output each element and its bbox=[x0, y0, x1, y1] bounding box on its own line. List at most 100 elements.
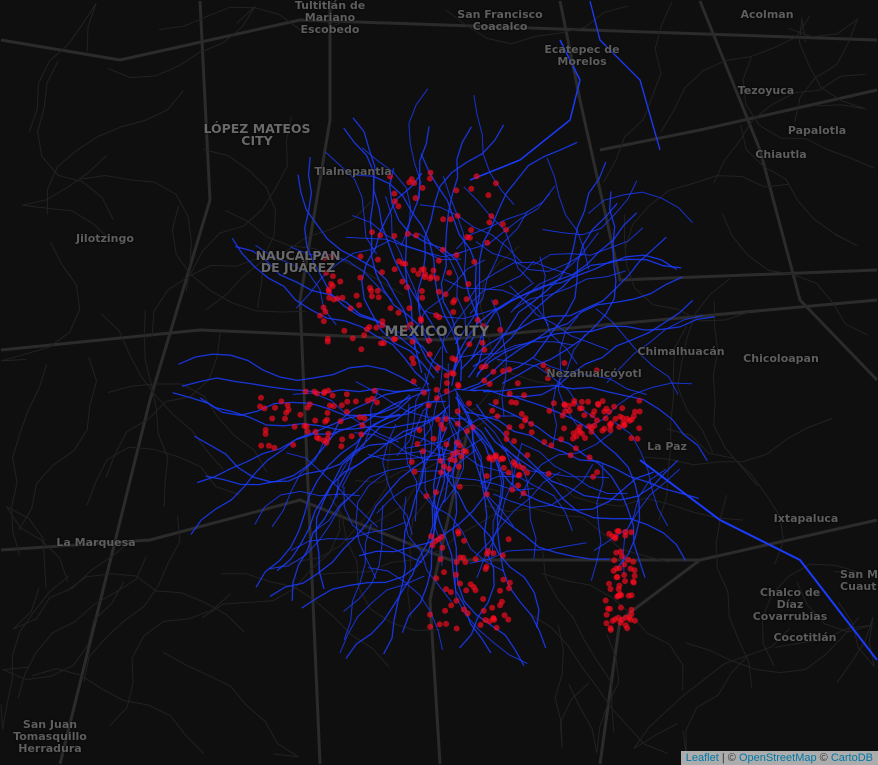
point-marker[interactable] bbox=[617, 604, 624, 611]
point-marker[interactable] bbox=[304, 404, 311, 411]
point-marker[interactable] bbox=[616, 565, 623, 572]
point-marker[interactable] bbox=[513, 399, 520, 406]
point-marker[interactable] bbox=[612, 616, 619, 623]
point-marker[interactable] bbox=[338, 443, 345, 450]
point-marker[interactable] bbox=[510, 459, 517, 466]
point-marker[interactable] bbox=[490, 550, 497, 557]
point-marker[interactable] bbox=[434, 365, 441, 371]
point-marker[interactable] bbox=[439, 544, 446, 551]
point-marker[interactable] bbox=[329, 253, 336, 259]
point-marker[interactable] bbox=[412, 195, 419, 201]
point-marker[interactable] bbox=[399, 278, 406, 285]
point-marker[interactable] bbox=[411, 180, 418, 186]
point-marker[interactable] bbox=[518, 423, 525, 430]
point-marker[interactable] bbox=[433, 575, 440, 582]
point-marker[interactable] bbox=[628, 435, 635, 442]
point-marker[interactable] bbox=[272, 404, 278, 411]
point-marker[interactable] bbox=[364, 326, 370, 333]
point-marker[interactable] bbox=[541, 439, 548, 445]
point-marker[interactable] bbox=[432, 489, 439, 496]
point-marker[interactable] bbox=[290, 441, 297, 448]
point-marker[interactable] bbox=[631, 617, 638, 624]
point-marker[interactable] bbox=[588, 428, 595, 435]
point-marker[interactable] bbox=[463, 448, 470, 455]
point-marker[interactable] bbox=[490, 368, 497, 375]
point-marker[interactable] bbox=[546, 407, 553, 414]
point-marker[interactable] bbox=[344, 398, 351, 405]
point-marker[interactable] bbox=[561, 402, 568, 408]
point-marker[interactable] bbox=[257, 403, 263, 410]
point-marker[interactable] bbox=[317, 312, 324, 319]
point-marker[interactable] bbox=[624, 625, 631, 632]
point-marker[interactable] bbox=[630, 579, 637, 586]
point-marker[interactable] bbox=[578, 398, 585, 405]
point-marker[interactable] bbox=[494, 413, 501, 420]
point-marker[interactable] bbox=[430, 267, 437, 274]
point-marker[interactable] bbox=[606, 580, 612, 587]
point-marker[interactable] bbox=[590, 473, 597, 480]
point-marker[interactable] bbox=[433, 312, 440, 319]
point-marker[interactable] bbox=[493, 624, 500, 631]
point-marker[interactable] bbox=[373, 324, 380, 331]
point-marker[interactable] bbox=[616, 424, 623, 430]
point-marker[interactable] bbox=[503, 226, 510, 233]
point-marker[interactable] bbox=[438, 469, 445, 476]
carto-link[interactable]: CartoDB bbox=[830, 752, 873, 764]
point-marker[interactable] bbox=[478, 364, 485, 371]
point-marker[interactable] bbox=[339, 294, 346, 301]
point-marker[interactable] bbox=[356, 302, 363, 309]
point-marker[interactable] bbox=[439, 246, 446, 253]
point-marker[interactable] bbox=[325, 387, 332, 394]
point-marker[interactable] bbox=[391, 232, 398, 239]
point-marker[interactable] bbox=[434, 416, 441, 423]
point-marker[interactable] bbox=[436, 621, 443, 628]
point-marker[interactable] bbox=[548, 442, 555, 449]
point-marker[interactable] bbox=[291, 423, 298, 430]
point-marker[interactable] bbox=[611, 557, 618, 564]
point-marker[interactable] bbox=[328, 280, 335, 287]
point-marker[interactable] bbox=[464, 234, 471, 240]
point-marker[interactable] bbox=[621, 572, 628, 578]
point-marker[interactable] bbox=[329, 392, 336, 399]
point-marker[interactable] bbox=[349, 335, 356, 342]
point-marker[interactable] bbox=[369, 395, 376, 402]
point-marker[interactable] bbox=[613, 549, 620, 556]
point-marker[interactable] bbox=[413, 232, 420, 239]
point-marker[interactable] bbox=[524, 452, 531, 459]
point-marker[interactable] bbox=[416, 427, 423, 433]
point-marker[interactable] bbox=[617, 591, 624, 598]
point-marker[interactable] bbox=[448, 602, 455, 609]
point-marker[interactable] bbox=[463, 587, 470, 594]
point-marker[interactable] bbox=[406, 305, 413, 312]
point-marker[interactable] bbox=[285, 406, 292, 413]
point-marker[interactable] bbox=[262, 426, 269, 433]
point-marker[interactable] bbox=[472, 556, 479, 562]
point-marker[interactable] bbox=[460, 606, 467, 613]
point-marker[interactable] bbox=[626, 614, 633, 621]
point-marker[interactable] bbox=[343, 408, 350, 415]
point-marker[interactable] bbox=[442, 607, 449, 614]
point-marker[interactable] bbox=[500, 464, 507, 471]
point-marker[interactable] bbox=[454, 420, 461, 427]
point-marker[interactable] bbox=[421, 389, 427, 396]
point-marker[interactable] bbox=[522, 415, 529, 422]
point-marker[interactable] bbox=[562, 408, 569, 415]
point-marker[interactable] bbox=[588, 424, 595, 431]
point-marker[interactable] bbox=[591, 408, 598, 415]
point-marker[interactable] bbox=[425, 337, 432, 344]
point-marker[interactable] bbox=[461, 537, 468, 544]
point-marker[interactable] bbox=[353, 292, 360, 299]
point-marker[interactable] bbox=[511, 438, 518, 445]
point-marker[interactable] bbox=[453, 597, 460, 604]
point-marker[interactable] bbox=[508, 399, 515, 406]
point-marker[interactable] bbox=[497, 587, 503, 594]
point-marker[interactable] bbox=[321, 254, 328, 261]
point-marker[interactable] bbox=[284, 402, 291, 409]
point-marker[interactable] bbox=[453, 559, 460, 566]
point-marker[interactable] bbox=[443, 416, 450, 422]
point-marker[interactable] bbox=[576, 428, 583, 435]
point-marker[interactable] bbox=[627, 565, 634, 572]
point-marker[interactable] bbox=[297, 411, 304, 418]
point-marker[interactable] bbox=[449, 355, 456, 362]
point-marker[interactable] bbox=[628, 416, 635, 423]
